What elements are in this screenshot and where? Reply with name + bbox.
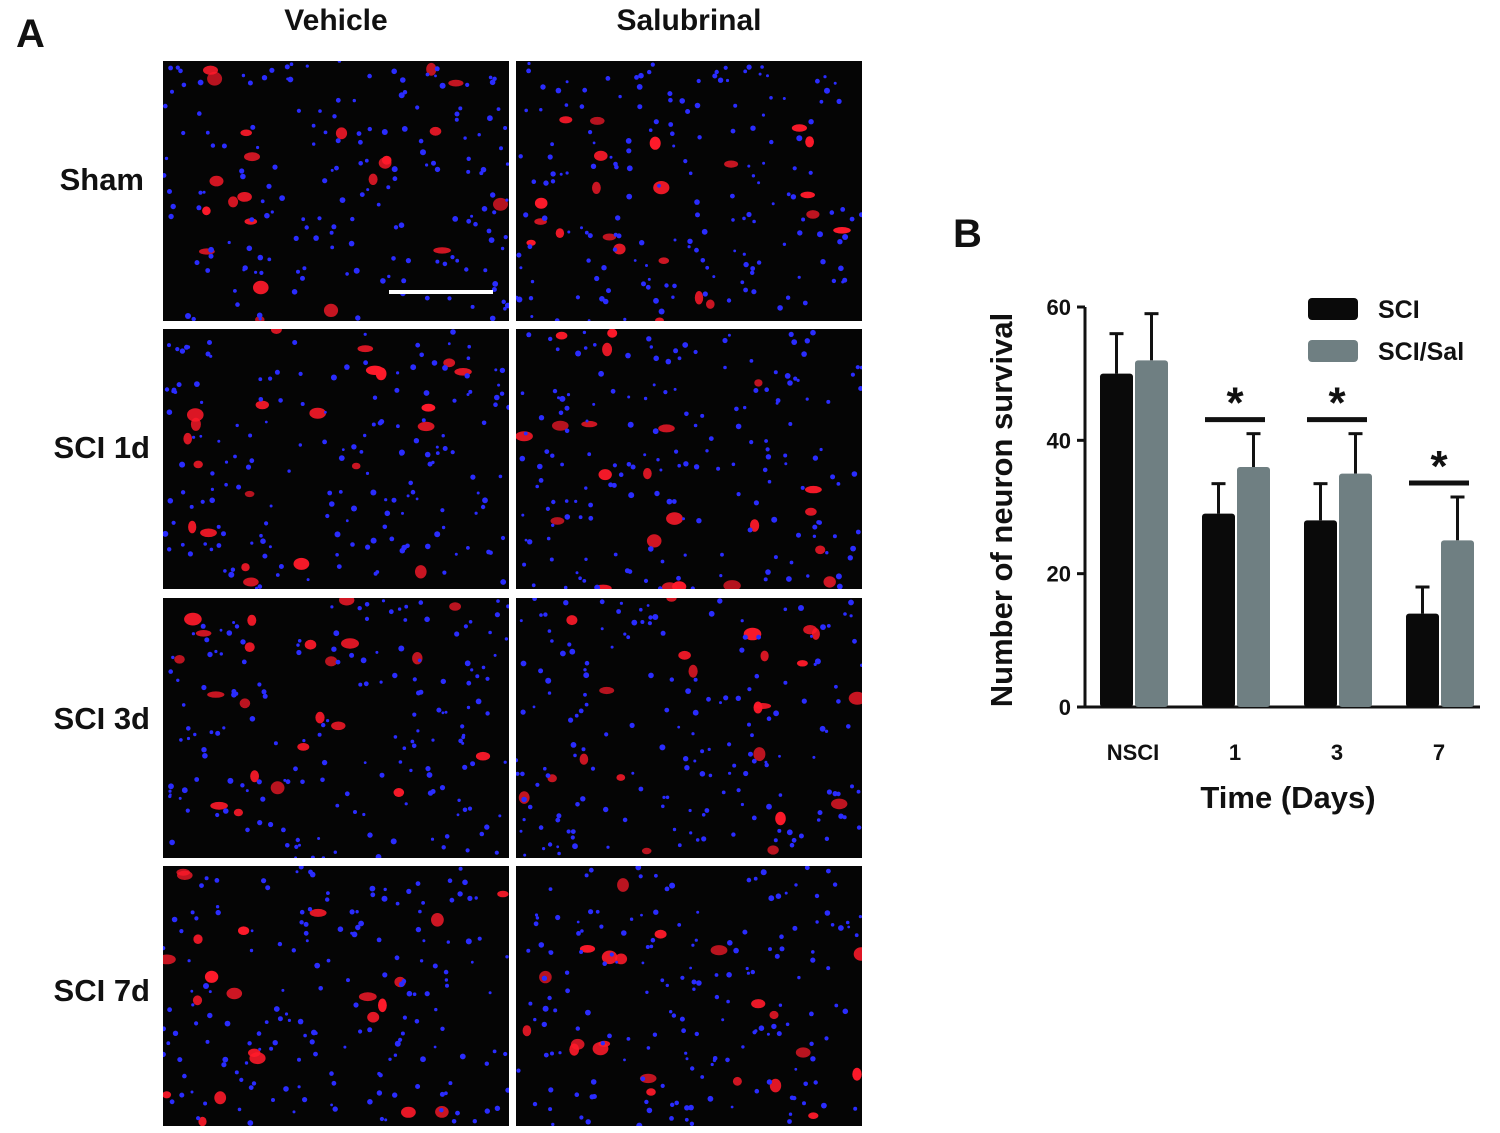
bar-sci-sal [1441, 540, 1474, 707]
micrograph-sci-7d-vehicle [163, 866, 509, 1126]
bar-sci [1304, 520, 1337, 707]
x-tick-label: 3 [1331, 740, 1343, 765]
scale-bar [389, 290, 493, 294]
x-tick-label: NSCI [1107, 740, 1160, 765]
micrograph-sham-salubrinal [516, 61, 862, 321]
micrograph-sci-1d-salubrinal [516, 329, 862, 589]
bar-sci [1202, 513, 1235, 707]
bar-chart: Number of neuron survival Time (Days) 0 2… [984, 295, 1480, 815]
panel-a-letter: A [16, 12, 45, 56]
legend-label: SCI [1378, 296, 1420, 324]
micrograph-sci-1d-vehicle [163, 329, 509, 589]
micrograph-sci-3d-salubrinal [516, 598, 862, 858]
row-label-sci-1d: SCI 1d [53, 430, 150, 465]
x-tick-label: 7 [1433, 740, 1445, 765]
x-tick-label: 1 [1229, 740, 1241, 765]
significance-marker: * [1430, 442, 1448, 491]
significance-marker: * [1226, 379, 1244, 428]
legend-label: SCI/Sal [1378, 338, 1464, 366]
micrograph-sci-7d-salubrinal [516, 866, 862, 1126]
y-axis-label: Number of neuron survival [984, 313, 1019, 707]
y-tick-label: 40 [1047, 428, 1071, 453]
significance-marker: * [1328, 379, 1346, 428]
y-tick-label: 60 [1047, 295, 1071, 320]
legend-swatch [1308, 340, 1358, 362]
row-label-sci-7d: SCI 7d [53, 973, 150, 1008]
row-label-sham: Sham [59, 162, 144, 197]
y-tick-label: 20 [1047, 562, 1071, 587]
bar-sci-sal [1237, 467, 1270, 707]
micrograph-sham-vehicle [163, 61, 509, 321]
bar-sci [1100, 373, 1133, 707]
column-label-vehicle: Vehicle [284, 4, 388, 37]
x-axis-label: Time (Days) [1200, 780, 1375, 815]
bar-sci [1406, 613, 1439, 707]
column-label-salubrinal: Salubrinal [616, 4, 762, 37]
bar-sci-sal [1135, 360, 1168, 707]
panel-b-letter: B [953, 212, 982, 256]
y-tick-label: 0 [1059, 695, 1071, 720]
bar-sci-sal [1339, 473, 1372, 707]
legend-swatch [1308, 298, 1358, 320]
micrograph-sci-3d-vehicle [163, 598, 509, 858]
row-label-sci-3d: SCI 3d [53, 701, 150, 736]
